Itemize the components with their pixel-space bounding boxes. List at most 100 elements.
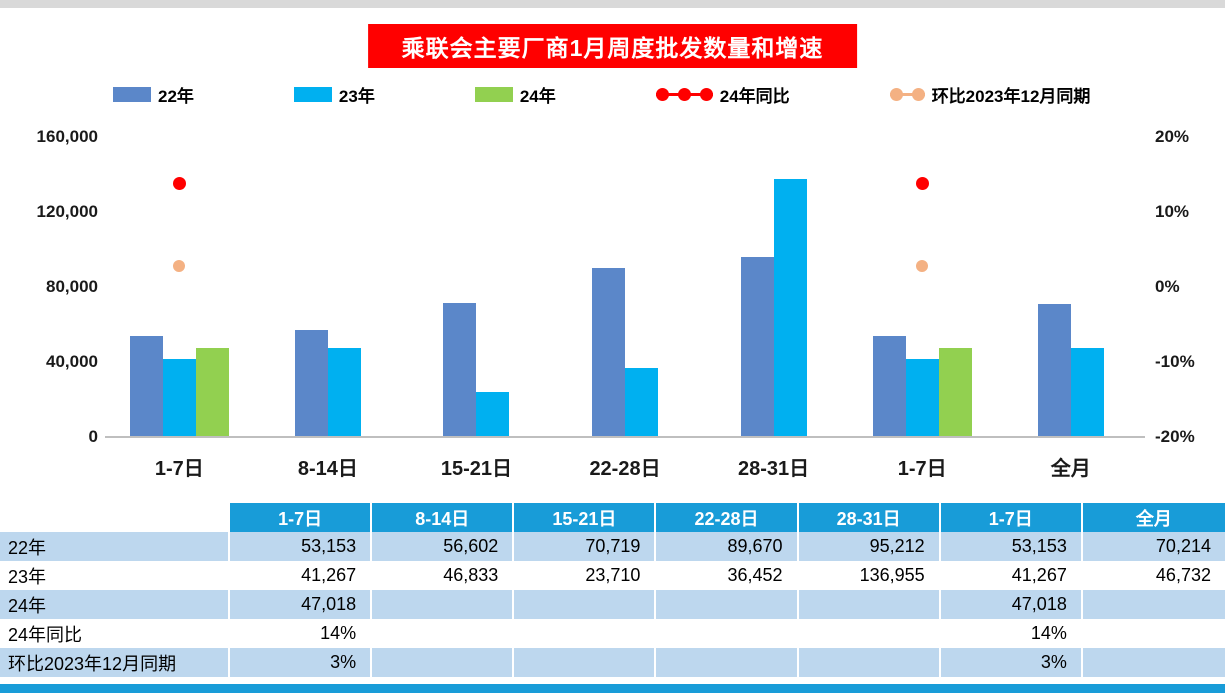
bar-group-6-全月 <box>996 138 1145 436</box>
plot-area <box>105 138 1145 438</box>
x-axis-label-3: 22-28日 <box>589 458 661 480</box>
legend-label: 24年 <box>519 86 556 106</box>
table-cell: 47,018 <box>230 590 373 619</box>
table-cell: 89,670 <box>656 532 799 561</box>
y-axis-tick-left-80,000: 80,000 <box>46 277 98 296</box>
table-cell: 70,214 <box>1082 532 1225 561</box>
table-cell <box>1082 619 1225 648</box>
y-axis-tick-left-160,000: 160,000 <box>36 127 98 146</box>
x-axis-labels: 1-7日 8-14日 15-21日 22-28日 28-31日 1-7日 全月 <box>105 452 1145 481</box>
table-header-28-31日: 28-31日 <box>798 503 941 532</box>
bars-28-31日 <box>740 179 807 436</box>
bar-group-1-8-14日 <box>254 138 403 436</box>
table-cell <box>656 648 799 677</box>
bar-group-2-15-21日 <box>402 138 551 436</box>
table-row-24年同比: 24年同比 14% 14% <box>0 619 1225 648</box>
legend-line-dots-icon <box>655 87 713 101</box>
y-axis-tick-right-20%: 20% <box>1155 127 1190 146</box>
bar-23年-22-28日 <box>625 368 659 436</box>
legend-label: 环比2023年12月同期 <box>931 86 1091 106</box>
bar-22年-15-21日 <box>443 303 477 436</box>
table-row-22年: 22年 53,153 56,602 70,719 89,670 95,212 53,153 7… <box>0 532 1225 561</box>
row-label: 环比2023年12月同期 <box>0 648 230 677</box>
y-axis-tick-left-40,000: 40,000 <box>46 352 98 371</box>
bar-23年-8-14日 <box>327 348 361 436</box>
legend-label: 23年 <box>338 86 375 106</box>
row-label: 24年 <box>0 590 230 619</box>
legend-dot <box>889 87 903 101</box>
table-cell: 3% <box>230 648 373 677</box>
bar-22年-1-7日 <box>129 336 163 436</box>
bar-23年-28-31日 <box>773 179 807 436</box>
table-cell: 46,833 <box>372 561 515 590</box>
table-header-8-14日: 8-14日 <box>372 503 515 532</box>
x-axis-label-0: 1-7日 <box>154 458 204 480</box>
table-row-23年: 23年 41,267 46,833 23,710 36,452 136,955 41,267… <box>0 561 1225 590</box>
table-cell <box>1082 590 1225 619</box>
table-cell <box>514 619 657 648</box>
legend-label: 22年 <box>158 86 194 106</box>
legend-dot <box>699 87 713 101</box>
legend-swatch-icon <box>113 86 151 102</box>
bar-23年-1-7日 <box>905 359 939 436</box>
y-axis-tick-left-0: 0 <box>88 427 98 446</box>
table-cell <box>514 648 657 677</box>
table-header-15-21日: 15-21日 <box>514 503 657 532</box>
y-axis-tick-right-10%: 10% <box>1155 202 1190 221</box>
data-table: 1-7日 8-14日 15-21日 22-28日 28-31日 1-7日 全月 22年 53,1… <box>0 503 1225 677</box>
bar-22年-8-14日 <box>294 330 328 436</box>
table-cell <box>656 590 799 619</box>
bars-1-7日 <box>129 336 229 436</box>
legend-swatch-icon <box>474 86 513 102</box>
legend-dot <box>677 87 691 101</box>
table-cell: 70,719 <box>514 532 657 561</box>
bar-24年-1-7日 <box>938 348 972 436</box>
table-header-22-28日: 22-28日 <box>656 503 799 532</box>
table-cell <box>656 619 799 648</box>
table-cell: 14% <box>940 619 1083 648</box>
table-cell: 36,452 <box>656 561 799 590</box>
next-table-header-strip <box>0 684 1225 693</box>
table-cell: 41,267 <box>940 561 1083 590</box>
legend-item-4: 环比2023年12月同期 <box>889 82 1091 107</box>
row-label: 23年 <box>0 561 230 590</box>
table-cell: 56,602 <box>372 532 515 561</box>
legend-label: 24年同比 <box>719 86 790 106</box>
table-row-24年: 24年 47,018 47,018 <box>0 590 1225 619</box>
row-label: 24年同比 <box>0 619 230 648</box>
y-axis-tick-left-120,000: 120,000 <box>36 202 98 221</box>
point-环比2023年12月同期-1-7日 <box>173 259 186 272</box>
table-header-row: 1-7日 8-14日 15-21日 22-28日 28-31日 1-7日 全月 <box>0 503 1225 532</box>
bars-全月 <box>1037 304 1104 436</box>
x-axis-label-6: 全月 <box>1050 458 1091 480</box>
bars-8-14日 <box>294 330 361 436</box>
table-cell <box>372 619 515 648</box>
table-cell <box>1082 648 1225 677</box>
chart-legend: 22年 23年 24年 24年同比 环比2023年12月同期 <box>0 82 1225 106</box>
top-margin-strip <box>0 0 1225 8</box>
bar-22年-28-31日 <box>740 257 774 436</box>
bars-1-7日 <box>872 336 972 436</box>
point-24年同比-1-7日 <box>915 176 929 190</box>
y-axis-tick-right-0%: 0% <box>1155 277 1180 296</box>
legend-dot <box>911 87 925 101</box>
bar-22年-22-28日 <box>592 268 626 436</box>
table-cell <box>798 590 941 619</box>
bar-23年-1-7日 <box>162 359 196 436</box>
table-header-全月: 全月 <box>1082 503 1225 532</box>
y-axis-tick-right--10%: -10% <box>1155 352 1195 371</box>
legend-swatch-icon <box>293 86 332 102</box>
table-cell: 136,955 <box>798 561 941 590</box>
table-cell <box>798 648 941 677</box>
table-cell: 14% <box>230 619 373 648</box>
legend-item-2: 24年 <box>474 82 556 107</box>
point-环比2023年12月同期-1-7日 <box>916 259 929 272</box>
bar-24年-1-7日 <box>195 348 229 436</box>
table-cell <box>798 619 941 648</box>
bar-group-0-1-7日 <box>105 138 254 436</box>
x-axis-label-4: 28-31日 <box>738 458 810 480</box>
table-cell: 23,710 <box>514 561 657 590</box>
table-cell <box>372 590 515 619</box>
table-header-corner <box>0 503 230 532</box>
